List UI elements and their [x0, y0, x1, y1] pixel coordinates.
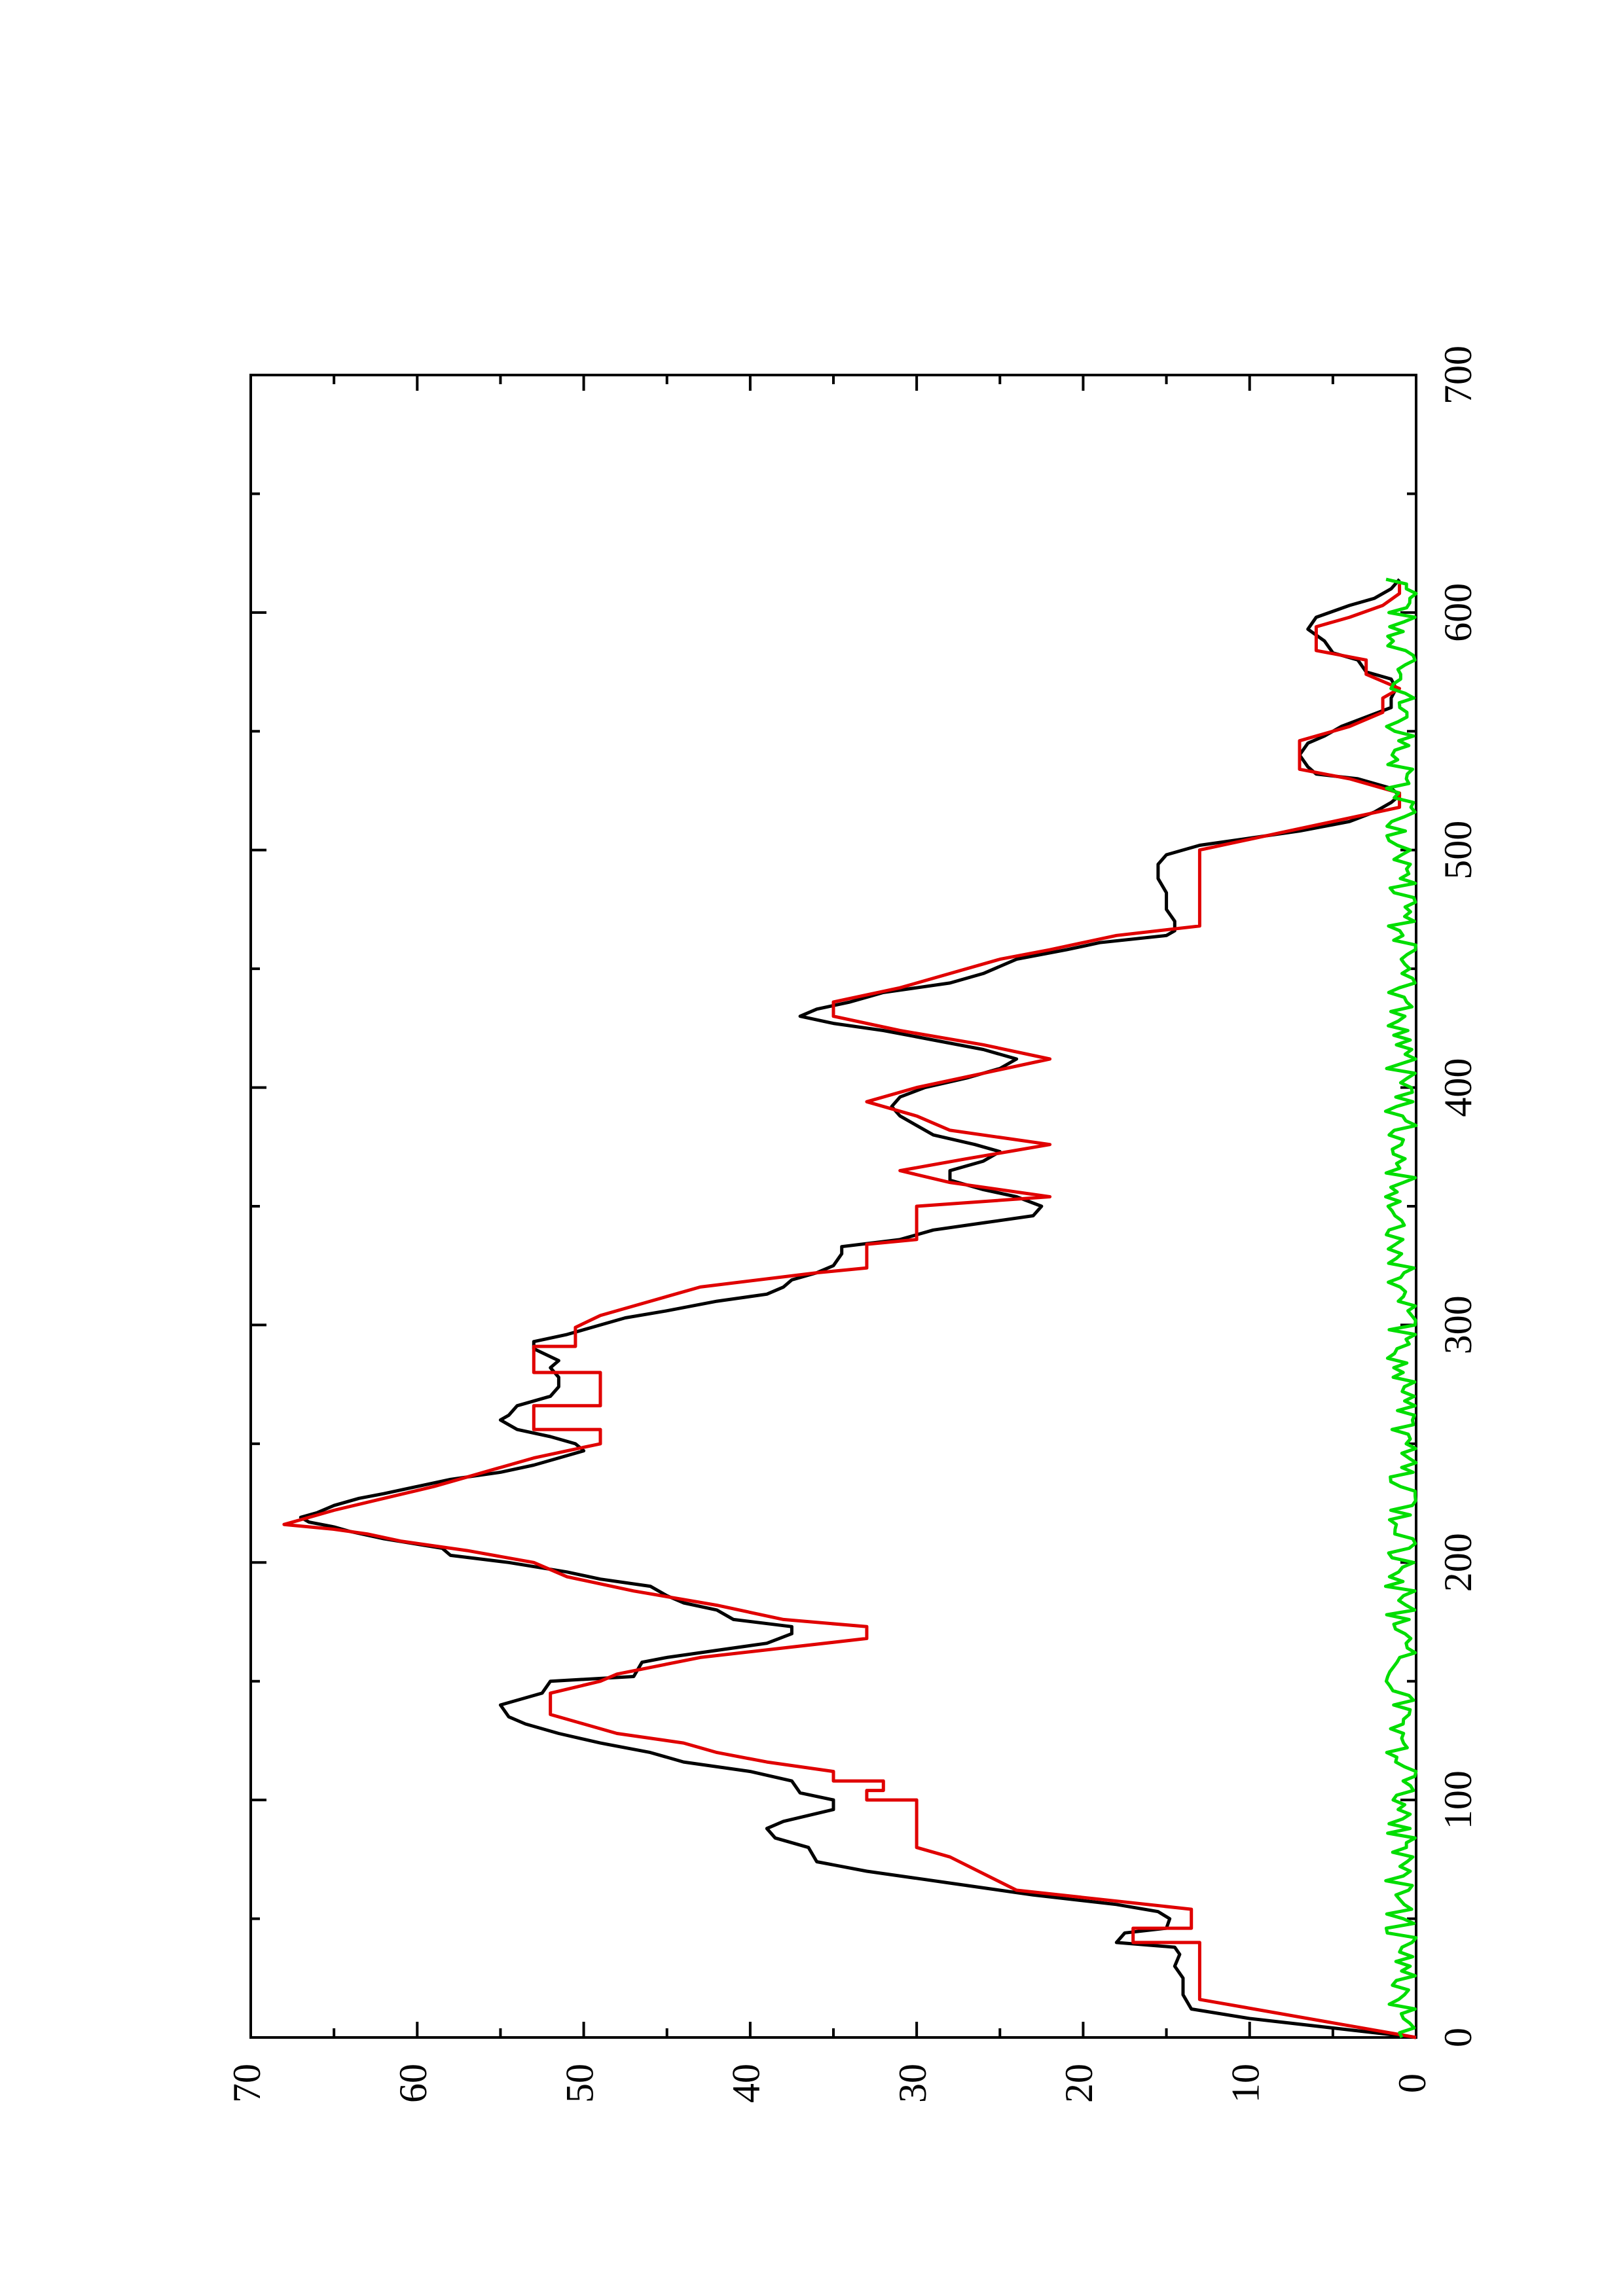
y-tick-label: 60 [392, 2064, 435, 2103]
y-tick-label: 40 [725, 2064, 768, 2103]
x-tick-label: 700 [1436, 346, 1480, 404]
series-layer [282, 577, 1418, 2039]
x-tick-label: 400 [1436, 1058, 1480, 1117]
x-tick-label: 0 [1436, 2028, 1480, 2047]
plot-frame [249, 374, 1417, 2039]
y-tick-label: 0 [1391, 2073, 1434, 2093]
axis-tick-labels: 0 100 200 300 400 500 600 700 0 10 20 30 40 50 60 70 [225, 346, 1480, 2103]
x-tick-label: 600 [1436, 583, 1480, 642]
y-tick-label: 30 [891, 2064, 934, 2103]
x-tick-label: 100 [1436, 1770, 1480, 1829]
y-tick-label: 20 [1057, 2064, 1101, 2103]
x-tick-label: 200 [1436, 1533, 1480, 1592]
x-tick-label: 300 [1436, 1295, 1480, 1354]
y-tick-label: 50 [558, 2064, 601, 2103]
series-line-3 [1383, 577, 1418, 2039]
y-tick-label: 10 [1224, 2064, 1267, 2103]
axis-ticks [249, 374, 1417, 2039]
series-line-2 [282, 584, 1417, 2039]
x-tick-label: 500 [1436, 821, 1480, 880]
y-tick-label: 70 [225, 2064, 268, 2103]
series-line-1 [299, 578, 1417, 2039]
